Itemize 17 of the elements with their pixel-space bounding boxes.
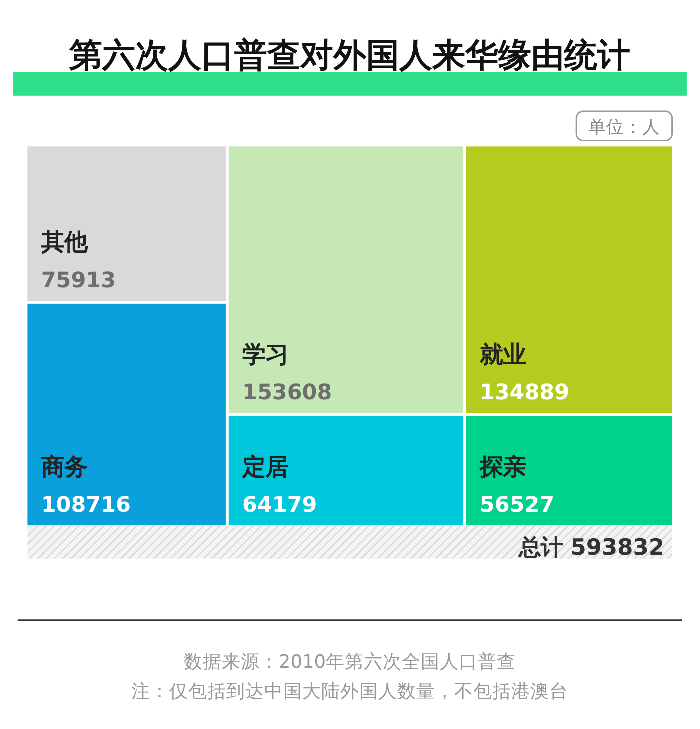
category-label: 就业 (478, 340, 526, 369)
text: 单位：人 (588, 118, 660, 138)
category-label: 探亲 (478, 452, 526, 481)
category-label: 学习 (242, 340, 289, 369)
text: 注：仅包括到达中国大陆外国人数量，不包括港澳台 (132, 680, 568, 703)
data-label: 108716 (41, 492, 132, 518)
category-label: 定居 (242, 452, 289, 481)
data-label: 64179 (242, 492, 318, 518)
data-label: 56527 (480, 492, 555, 518)
text: 第六次人口普查对外国人来华缘由统计 (68, 36, 630, 75)
category-label: 其他 (40, 228, 88, 256)
text: 总计 593832 (518, 534, 664, 561)
data-label: 153608 (242, 380, 332, 406)
data-label: 75913 (41, 268, 116, 294)
data-label: 134889 (480, 380, 570, 406)
source-note: 数据来源：2010年第六次全国人口普查 (184, 651, 516, 674)
category-label: 商务 (40, 452, 88, 481)
